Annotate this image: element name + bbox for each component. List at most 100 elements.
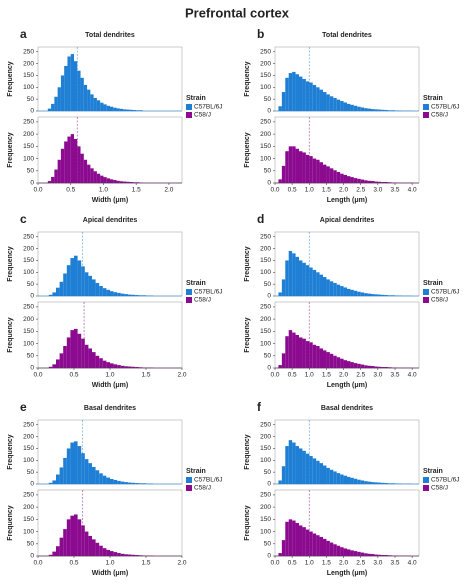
histogram-bar [102,288,107,296]
y-tick-label: 200 [260,316,271,323]
y-tick-label: 250 [23,304,34,311]
histogram-bar [350,177,354,183]
histogram-bar [319,348,323,368]
x-tick-label: 3.5 [390,187,399,194]
histogram-bar [135,483,139,484]
histogram-bar [340,286,344,296]
histogram-bar [323,538,327,556]
histogram-bar [326,352,330,368]
histogram-bar [360,179,365,183]
x-tick-label: 1.0 [305,560,314,567]
histogram-bar [292,442,296,484]
figure-title: Prefrontal cortex [185,5,290,20]
y-tick-label: 150 [23,257,34,264]
y-axis-title: Frequency [7,505,14,541]
y-tick-label: 200 [260,504,271,511]
legend-title: Strain [186,468,206,475]
histogram-bar [377,109,382,111]
y-tick-label: 50 [27,469,35,476]
histogram-bar [48,294,53,296]
x-tick-label: 0.5 [288,187,297,194]
histogram-bar [138,295,143,296]
histogram-bar [316,460,320,484]
y-tick-label: 150 [23,445,34,452]
histogram-bar [124,482,128,484]
panel-letter: e [20,400,27,414]
histogram-bar [374,294,378,296]
y-tick-label: 50 [27,167,35,174]
y-tick-label: 50 [264,281,272,288]
y-axis-title: Frequency [244,246,251,282]
histogram-bar [74,328,78,368]
histogram-bar [92,279,96,296]
histogram-bar [59,467,64,484]
legend-label: C57BL/6J [194,104,223,111]
histogram-bar [323,92,327,111]
histogram-bar [364,180,368,183]
y-axis-title: Frequency [244,132,251,168]
histogram-bar [117,553,121,556]
histogram-bar [96,100,101,111]
histogram-bar [309,156,313,183]
y-tick-label: 150 [260,328,271,335]
y-tick-label: 100 [260,340,271,347]
histogram-bar [285,336,289,368]
histogram-bar [295,335,299,368]
x-tick-label: 3.5 [390,560,399,567]
y-tick-label: 50 [264,96,272,103]
histogram-bar [319,89,323,111]
histogram-bar [120,365,125,368]
legend-label: C57BL/6J [431,477,460,484]
histogram-bar [295,256,299,296]
histogram-bar [52,480,56,484]
histogram-bar [353,551,358,556]
histogram-bar [64,141,68,183]
histogram-bar [288,330,293,368]
histogram-bar [384,182,389,183]
legend-swatch [186,477,192,483]
x-tick-label: 0.5 [66,187,75,194]
histogram-bar [371,554,375,556]
histogram-bar [343,287,347,296]
histogram-bar [302,79,306,111]
histogram-bar [135,295,139,296]
y-tick-label: 200 [260,433,271,440]
histogram-bar [340,101,344,111]
histogram-bar [99,473,103,484]
histogram-bar [56,474,60,484]
panel-letter: b [257,27,264,41]
histogram-bar [326,279,330,296]
histogram-bar [302,450,306,484]
x-tick-label: 0.0 [33,560,42,567]
x-tick-label: 1.0 [305,372,314,379]
histogram-bar [381,182,385,183]
histogram-bar [347,103,351,111]
y-tick-label: 50 [264,352,272,359]
histogram-bar [285,521,289,556]
histogram-bar [381,555,385,556]
y-tick-label: 0 [267,481,271,488]
histogram-bar [70,330,74,368]
histogram-bar [299,151,303,183]
histogram-bar [326,94,330,111]
histogram-bar [281,92,286,111]
histogram-bar [388,483,392,484]
y-tick-label: 250 [23,119,34,126]
legend-label: C58/J [194,112,211,119]
histogram-bar [84,272,89,296]
histogram-bar [95,282,100,296]
histogram-bar [319,463,323,484]
histogram-bar [63,346,67,368]
histogram-bar [281,279,286,296]
histogram-bar [278,106,282,111]
histogram-bar [340,474,344,484]
histogram-bar [288,519,293,556]
histogram-bar [329,469,334,484]
panel: d Apical dendrites Frequency 0 50 100 150 200 25… [244,212,460,389]
y-tick-label: 50 [27,540,35,547]
histogram-bar [113,479,118,484]
histogram-bar [281,540,286,556]
y-tick-label: 200 [260,245,271,252]
histogram-bar [81,338,85,368]
